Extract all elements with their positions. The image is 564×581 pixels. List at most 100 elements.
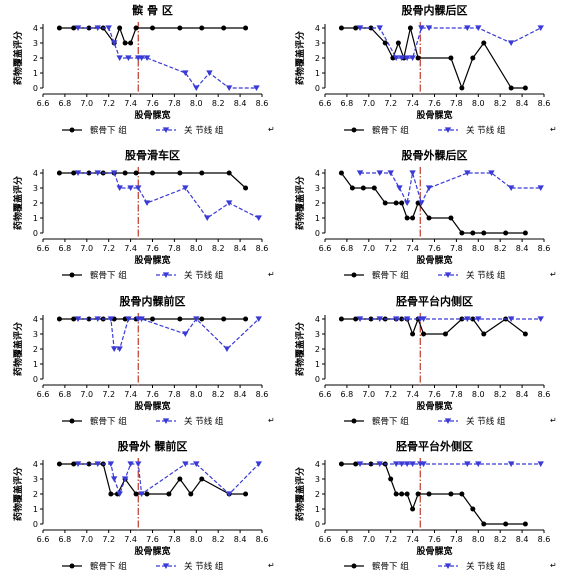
- legend-label-patella: 髌骨下 组: [372, 416, 409, 427]
- x-tick-label: 7.6: [428, 535, 441, 544]
- y-tick-label: 0: [315, 229, 320, 238]
- data-point-patella: [382, 40, 388, 46]
- data-point-jointline: [110, 346, 118, 352]
- y-axis-label: 药物覆盖评分: [12, 322, 24, 376]
- x-tick-label: 8.6: [256, 390, 269, 399]
- data-point-patella: [426, 491, 432, 497]
- data-point-jointline: [182, 461, 189, 467]
- x-tick-label: 7.0: [362, 244, 375, 253]
- data-point-jointline: [94, 25, 101, 31]
- x-tick-label: 8.6: [256, 99, 269, 108]
- legend-label-jointline: 关 节线 组: [184, 125, 224, 136]
- x-tick-label: 7.4: [124, 99, 137, 108]
- data-point-jointline: [376, 316, 383, 322]
- y-tick-label: 1: [315, 360, 320, 369]
- data-point-jointline: [138, 316, 145, 322]
- y-tick-label: 1: [315, 505, 320, 514]
- data-point-jointline: [507, 40, 515, 46]
- data-point-jointline: [396, 185, 403, 191]
- chart-svg: 髌 骨 区 0 1 2 3 4 6.6 6.8 7.0 7.2 7.4 7.6 7.8 8.0 8.2 8.4…: [12, 3, 275, 136]
- chart-panel-2: 股骨内髁后区 0 1 2 3 4 6.6 6.8 7.0 7.2 7.4 7.6 7.8 8.0 8.2 8.…: [282, 0, 564, 145]
- paragraph-mark: ↵: [268, 561, 275, 570]
- x-axis-label: 股骨髁宽: [416, 400, 452, 412]
- x-axis-label: 股骨髁宽: [134, 109, 170, 121]
- x-axis-label: 股骨髁宽: [134, 254, 170, 266]
- data-point-jointline: [206, 70, 213, 76]
- data-point-patella: [415, 491, 421, 497]
- data-point-jointline: [74, 316, 82, 322]
- y-tick-label: 4: [315, 169, 320, 178]
- y-tick-label: 4: [33, 24, 38, 33]
- data-point-jointline: [193, 461, 200, 467]
- data-point-jointline: [225, 85, 233, 91]
- legend-label-jointline: 关 节线 组: [184, 416, 224, 427]
- x-axis-label: 股骨髁宽: [416, 109, 452, 121]
- legend-marker-patella: [351, 563, 357, 569]
- data-point-jointline: [376, 25, 383, 31]
- data-point-jointline: [182, 70, 189, 76]
- legend-marker-patella: [69, 563, 75, 569]
- data-point-patella: [459, 85, 465, 91]
- data-point-jointline: [488, 170, 495, 176]
- data-point-jointline: [138, 491, 145, 497]
- data-point-patella: [481, 331, 487, 337]
- y-tick-label: 3: [315, 475, 320, 484]
- data-point-patella: [221, 25, 227, 31]
- legend-marker-jointline: [162, 563, 170, 569]
- x-tick-label: 8.0: [472, 390, 485, 399]
- data-point-patella: [221, 316, 227, 322]
- data-point-patella: [404, 215, 410, 221]
- chart-panel-3: 股骨滑车区 0 1 2 3 4 6.6 6.8 7.0 7.2 7.4 7.6 7.8 8.0 8.2 8.4…: [0, 145, 282, 290]
- legend-label-patella: 髌骨下 组: [90, 125, 127, 136]
- data-point-patella: [368, 25, 374, 31]
- data-point-patella: [410, 331, 416, 337]
- y-tick-label: 4: [315, 24, 320, 33]
- x-tick-label: 6.6: [319, 244, 332, 253]
- y-tick-label: 0: [33, 520, 38, 529]
- data-point-patella: [388, 476, 394, 482]
- y-tick-label: 1: [33, 505, 38, 514]
- data-point-patella: [399, 491, 405, 497]
- y-tick-label: 2: [33, 199, 38, 208]
- paragraph-mark: ↵: [550, 561, 557, 570]
- x-tick-label: 6.8: [341, 390, 354, 399]
- x-tick-label: 7.4: [124, 535, 137, 544]
- x-tick-label: 8.4: [516, 390, 529, 399]
- x-tick-label: 7.6: [428, 244, 441, 253]
- legend-marker-patella: [69, 418, 75, 424]
- data-point-patella: [166, 491, 172, 497]
- data-point-patella: [393, 491, 399, 497]
- data-point-patella: [108, 491, 114, 497]
- x-tick-label: 8.4: [516, 535, 529, 544]
- x-tick-label: 8.0: [472, 244, 485, 253]
- data-point-jointline: [475, 316, 482, 322]
- data-point-jointline: [398, 461, 405, 467]
- data-point-patella: [338, 25, 344, 31]
- data-point-jointline: [425, 25, 433, 31]
- data-point-jointline: [94, 170, 101, 176]
- y-tick-label: 2: [315, 54, 320, 63]
- y-tick-label: 0: [315, 84, 320, 93]
- data-point-jointline: [143, 55, 151, 61]
- chart-panel-6: 胫骨平台内侧区 0 1 2 3 4 6.6 6.8 7.0 7.2 7.4 7.6 7.8 8.0 8.2 8…: [282, 291, 564, 436]
- data-point-jointline: [356, 316, 364, 322]
- data-point-patella: [177, 170, 183, 176]
- chart-svg: 胫骨平台内侧区 0 1 2 3 4 6.6 6.8 7.0 7.2 7.4 7.6 7.8 8.0 8.2 8…: [294, 294, 557, 427]
- y-tick-label: 1: [33, 360, 38, 369]
- chart-title: 股骨滑车区: [125, 148, 180, 162]
- data-point-jointline: [74, 461, 82, 467]
- data-point-patella: [117, 25, 123, 31]
- data-point-patella: [199, 316, 205, 322]
- y-tick-label: 2: [33, 54, 38, 63]
- data-point-jointline: [225, 200, 233, 206]
- chart-title: 胫骨平台内侧区: [396, 294, 473, 308]
- x-tick-label: 8.6: [538, 390, 551, 399]
- chart-panel-8: 胫骨平台外侧区 0 1 2 3 4 6.6 6.8 7.0 7.2 7.4 7.6 7.8 8.0 8.2 8…: [282, 436, 564, 581]
- x-tick-label: 8.2: [212, 244, 225, 253]
- data-point-patella: [177, 25, 183, 31]
- data-point-jointline: [507, 316, 515, 322]
- y-axis-label: 药物覆盖评分: [12, 31, 24, 85]
- data-point-patella: [199, 25, 205, 31]
- data-point-patella: [338, 461, 344, 467]
- data-point-patella: [71, 316, 77, 322]
